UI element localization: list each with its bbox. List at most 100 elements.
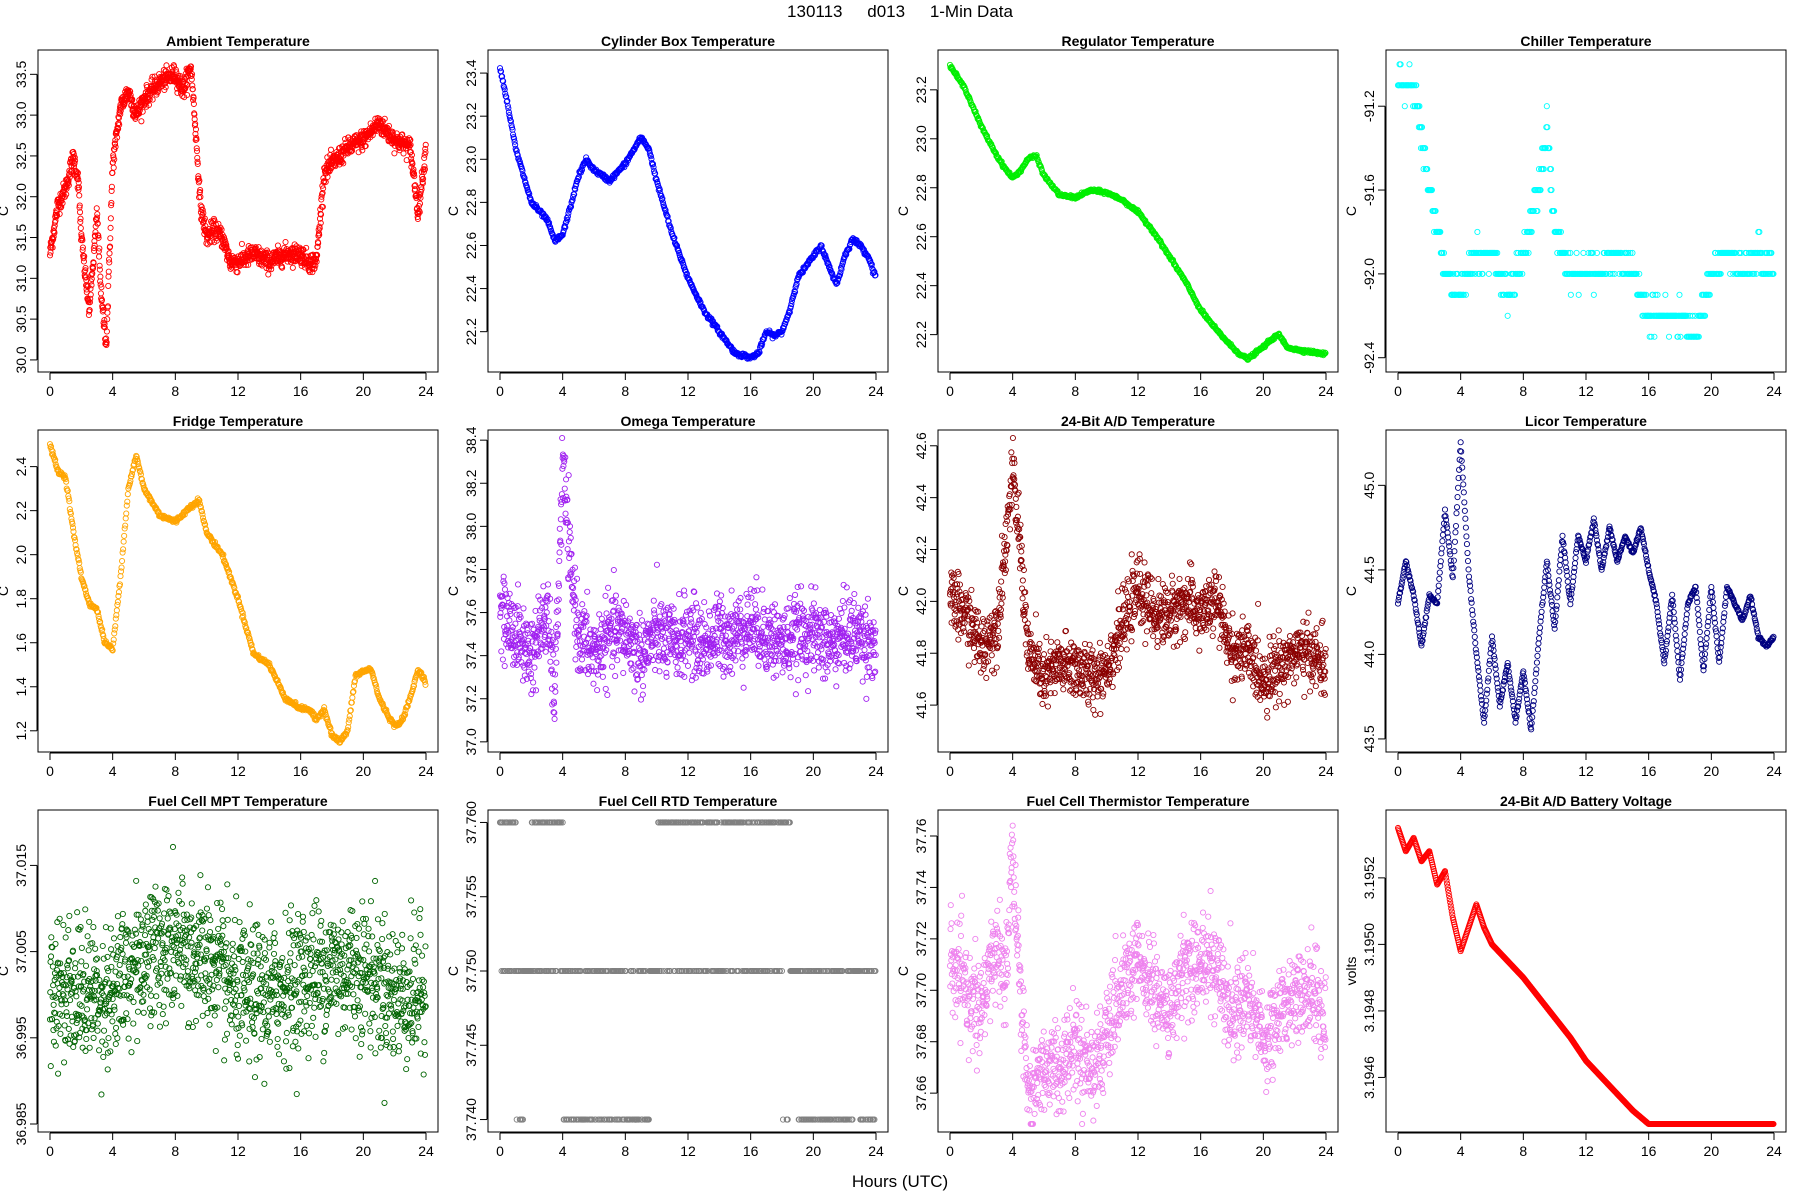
data-point xyxy=(117,111,124,118)
data-point xyxy=(1543,103,1550,110)
data-point xyxy=(101,320,108,327)
data-point xyxy=(46,252,54,259)
data-point xyxy=(79,244,86,251)
data-point xyxy=(498,648,505,655)
data-point xyxy=(90,260,97,267)
y-axis: 1.21.41.61.82.02.22.4 xyxy=(13,457,38,741)
data-point xyxy=(542,604,549,611)
data-point xyxy=(105,282,112,289)
panel-title: Ambient Temperature xyxy=(166,33,310,49)
data-point xyxy=(1676,291,1683,298)
data-point xyxy=(243,261,250,269)
data-point xyxy=(72,157,79,164)
data-point xyxy=(127,88,134,95)
y-axis: 30.030.531.031.532.032.533.033.5 xyxy=(13,60,38,374)
data-point xyxy=(76,192,83,199)
y-tick-label: 22.6 xyxy=(913,223,929,250)
main-title-station: d013 xyxy=(867,2,906,21)
data-point xyxy=(573,617,580,624)
data-point xyxy=(98,296,106,303)
x-tick-label: 24 xyxy=(418,763,434,779)
data-point xyxy=(100,306,107,314)
y-tick-label: 30.0 xyxy=(13,346,29,373)
y-tick-label: 1.2 xyxy=(13,721,29,741)
x-tick-label: 4 xyxy=(1457,383,1465,399)
data-point xyxy=(506,590,513,597)
data-point xyxy=(193,147,201,155)
data-point xyxy=(101,317,108,324)
data-point xyxy=(391,150,398,157)
data-point xyxy=(76,202,83,209)
data-point xyxy=(196,177,203,184)
data-point xyxy=(188,71,196,78)
y-tick-label: 22.8 xyxy=(463,189,479,216)
data-point xyxy=(96,262,103,269)
data-point xyxy=(70,151,77,158)
data-point xyxy=(163,62,170,69)
data-point xyxy=(88,282,95,289)
data-point xyxy=(349,694,356,701)
data-point xyxy=(1590,291,1597,298)
data-point xyxy=(182,80,189,87)
panel-title: Fridge Temperature xyxy=(173,413,304,429)
data-point xyxy=(197,187,204,194)
data-point xyxy=(499,656,506,663)
x-tick-label: 0 xyxy=(1394,383,1402,399)
data-point xyxy=(545,618,552,625)
y-axis-label: C xyxy=(445,586,461,596)
data-point xyxy=(1573,249,1580,256)
y-tick-label: 22.4 xyxy=(463,275,479,302)
data-point xyxy=(129,96,136,103)
data-point xyxy=(93,205,100,212)
data-point xyxy=(81,253,88,260)
data-point xyxy=(1580,249,1587,256)
data-points xyxy=(46,62,429,348)
data-point xyxy=(327,146,335,153)
x-tick-label: 12 xyxy=(1130,383,1146,399)
y-tick-label: 23.4 xyxy=(463,59,479,86)
data-point xyxy=(612,673,619,680)
x-tick-label: 24 xyxy=(1766,383,1782,399)
y-tick-label: 22.4 xyxy=(913,272,929,299)
data-point xyxy=(190,94,197,101)
data-point xyxy=(51,229,58,236)
data-point xyxy=(113,612,120,619)
x-tick-label: 20 xyxy=(356,383,372,399)
data-point xyxy=(592,627,599,634)
data-point xyxy=(73,168,80,175)
data-points xyxy=(496,65,879,362)
data-point xyxy=(501,586,509,593)
data-point xyxy=(86,307,93,314)
data-point xyxy=(97,281,104,288)
x-tick-label: 24 xyxy=(418,383,434,399)
data-point xyxy=(222,241,229,248)
x-tick-label: 8 xyxy=(621,383,629,399)
data-point xyxy=(556,525,563,532)
x-tick-label: 16 xyxy=(1193,383,1209,399)
x-tick-label: 8 xyxy=(171,763,179,779)
data-point xyxy=(187,63,195,70)
data-point xyxy=(161,86,168,94)
data-point xyxy=(94,211,101,218)
main-title-date: 130113 xyxy=(787,2,843,21)
data-point xyxy=(189,82,196,89)
data-point xyxy=(74,169,81,176)
data-point xyxy=(97,273,104,280)
data-points xyxy=(496,434,879,722)
data-point xyxy=(195,173,202,180)
x-tick-label: 20 xyxy=(356,763,372,779)
data-point xyxy=(584,670,592,678)
data-point xyxy=(207,239,214,246)
x-tick-label: 20 xyxy=(806,383,822,399)
data-point xyxy=(149,73,156,80)
data-point xyxy=(198,203,205,210)
data-point xyxy=(552,688,559,695)
y-tick-label: 22.2 xyxy=(913,321,929,348)
panel-title: Regulator Temperature xyxy=(1062,33,1215,49)
data-point xyxy=(120,546,127,553)
data-point xyxy=(149,96,156,103)
data-point xyxy=(572,656,579,663)
data-point xyxy=(82,267,89,274)
